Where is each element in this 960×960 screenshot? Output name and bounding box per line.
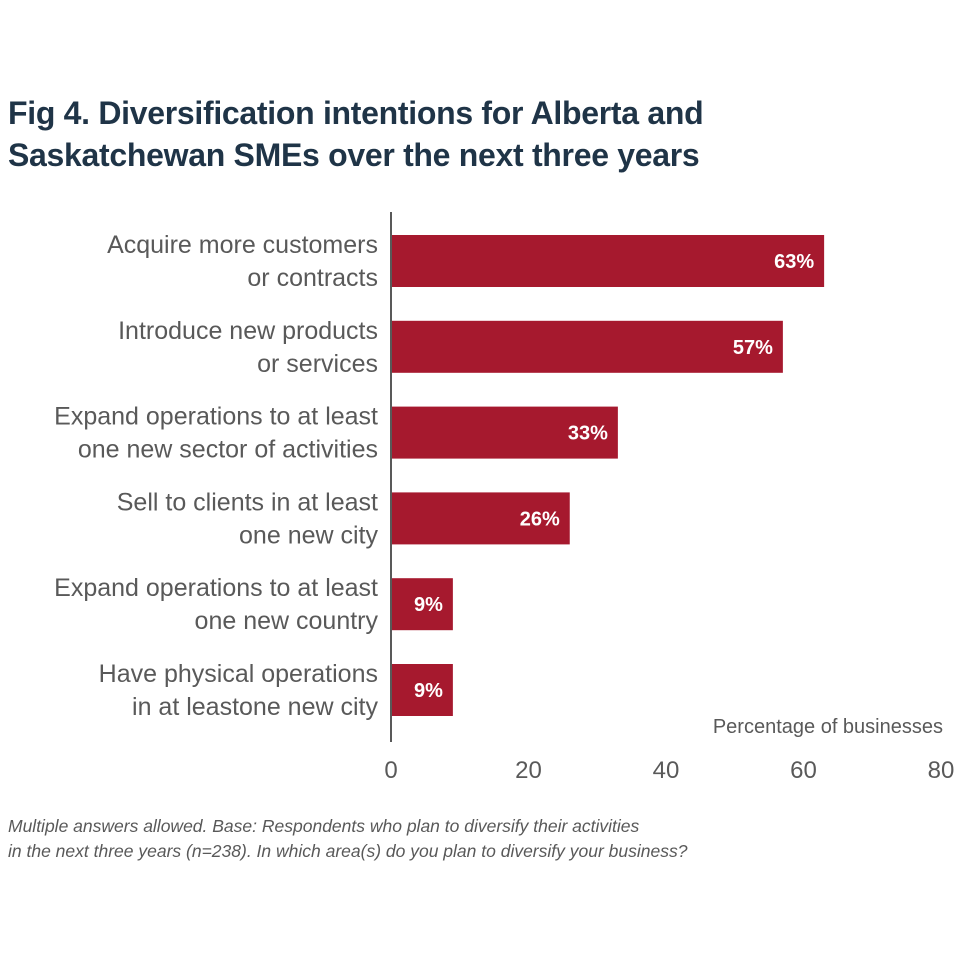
bar-value-label-4: 9% (414, 594, 443, 616)
category-label-5: Have physical operations in at leastone n… (99, 660, 379, 721)
bar-value-label-0: 63% (774, 251, 814, 273)
category-label-1-line-1: or services (257, 350, 378, 378)
chart-title-line-2: Saskatchewan SMEs over the next three ye… (8, 137, 700, 173)
category-label-3-line-1: one new city (239, 521, 378, 549)
category-label-4: Expand operations to at least one new cou… (54, 574, 378, 635)
bar-3 (391, 492, 570, 545)
x-tick-label-2: 40 (653, 757, 680, 784)
x-axis-label: Percentage of businesses (713, 716, 943, 738)
bar-4 (391, 578, 453, 631)
x-tick-label-1: 20 (515, 757, 542, 784)
category-label-4-line-1: one new country (195, 607, 379, 635)
bar-value-label-3: 26% (520, 508, 560, 530)
x-axis-ticks: 0 20 40 60 80 (384, 757, 954, 784)
bar-value-label-2: 33% (568, 423, 608, 445)
bar-value-label-5: 9% (414, 680, 443, 702)
x-tick-label-3: 60 (790, 757, 817, 784)
category-label-3-line-0: Sell to clients in at least (117, 488, 378, 516)
bar-2 (391, 406, 618, 459)
bar-1 (391, 320, 783, 373)
footnote-line-1: Multiple answers allowed. Base: Responde… (8, 816, 640, 836)
category-label-0-line-0: Acquire more customers (107, 231, 378, 259)
bars (391, 235, 825, 716)
category-label-2-line-0: Expand operations to at least (54, 403, 378, 431)
category-label-5-line-0: Have physical operations (99, 660, 378, 688)
x-tick-label-4: 80 (928, 757, 955, 784)
footnote-line-2: in the next three years (n=238). In whic… (8, 841, 688, 861)
chart-title: Fig 4. Diversification intentions for Al… (8, 92, 908, 176)
category-labels: Acquire more customers or contracts Introd… (54, 231, 378, 721)
bar-0 (391, 235, 825, 287)
category-label-0: Acquire more customers or contracts (107, 231, 378, 292)
bar-5 (391, 664, 453, 716)
category-label-1-line-0: Introduce new products (118, 317, 378, 345)
category-label-5-line-1: in at leastone new city (132, 693, 378, 721)
bar-value-label-1: 57% (733, 337, 773, 359)
category-label-2-line-1: one new sector of activities (78, 436, 378, 464)
bar-chart: Acquire more customers or contracts Introd… (54, 212, 954, 784)
category-label-4-line-0: Expand operations to at least (54, 574, 378, 602)
category-label-2: Expand operations to at least one new sec… (54, 403, 378, 464)
x-tick-label-0: 0 (384, 757, 397, 784)
chart-title-line-1: Fig 4. Diversification intentions for Al… (8, 95, 704, 131)
category-label-3: Sell to clients in at least one new city (117, 488, 379, 549)
category-label-0-line-1: or contracts (247, 264, 378, 292)
footnote: Multiple answers allowed. Base: Responde… (8, 814, 948, 864)
bar-value-labels: 63% 57% 33% 26% 9% 9% (414, 251, 814, 702)
category-label-1: Introduce new products or services (118, 317, 378, 378)
